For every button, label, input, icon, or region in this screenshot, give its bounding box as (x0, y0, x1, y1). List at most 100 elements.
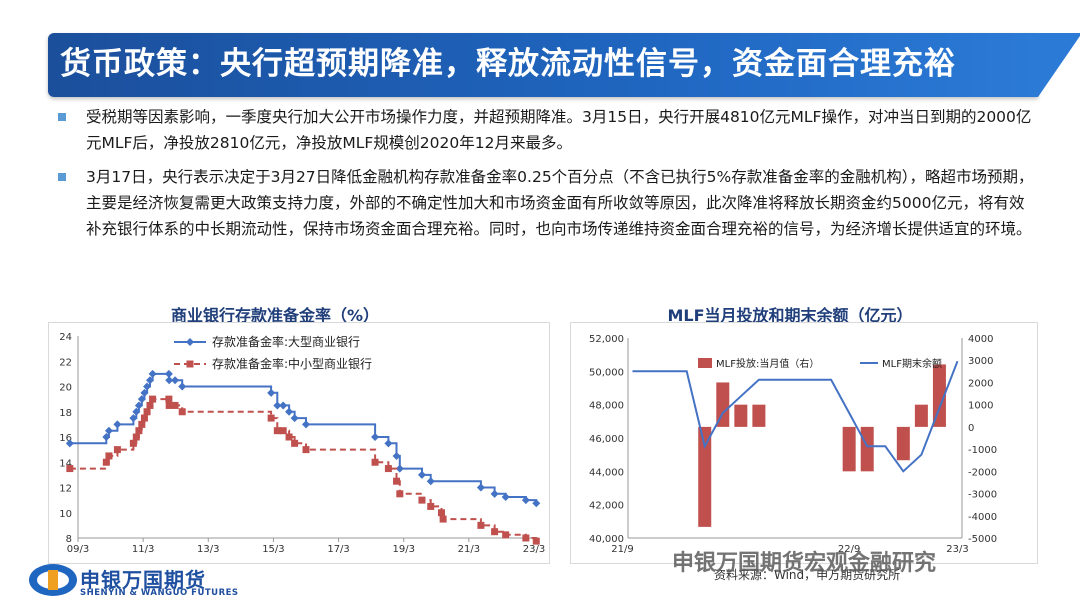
data-point-large-banks (267, 388, 276, 397)
data-point-large-banks (148, 369, 157, 378)
data-point-large-banks (113, 420, 122, 429)
series-line-mlf-balance (632, 360, 959, 473)
watermark-text: 申银万国期货宏观金融研究 (672, 551, 937, 576)
data-point-large-banks (521, 496, 530, 505)
bullet-marker-icon (58, 113, 66, 121)
data-point-small-banks (522, 534, 530, 542)
legend-marker-icon (186, 360, 194, 368)
data-point-large-banks (164, 369, 173, 378)
data-point-small-banks (427, 502, 435, 510)
right-y-tick-label: 0 (968, 423, 974, 434)
x-tick-label: 15/3 (262, 544, 284, 555)
data-point-large-banks (290, 414, 299, 423)
slide-title: 货币政策：央行超预期降准，释放流动性信号，资金面合理充裕 (60, 46, 956, 82)
x-tick-label: 17/3 (327, 544, 349, 555)
bar-mlf-monthly (914, 404, 928, 427)
bar-mlf-monthly (752, 404, 766, 427)
data-point-small-banks (143, 408, 151, 416)
data-point-large-banks (65, 439, 74, 448)
source-note: 资料来源：Wind，申万期货研究所 (714, 568, 901, 582)
data-point-large-banks (426, 477, 435, 486)
bullet-text: 受税期等因素影响，一季度央行加大公开市场操作力度，并超预期降准。3月15日，央行… (86, 108, 1032, 152)
legend-label: MLF期末余额 (882, 357, 942, 370)
data-point-small-banks (371, 458, 379, 466)
data-point-small-banks (135, 427, 143, 435)
data-point-small-banks (165, 395, 173, 403)
left-y-tick-label: 52,000 (589, 334, 624, 345)
right-y-tick-label: -4000 (968, 512, 997, 523)
right-y-tick-label: 1000 (968, 401, 993, 412)
x-tick-label: 13/3 (197, 544, 219, 555)
bullet-item: 受税期等因素影响，一季度央行加大公开市场操作力度，并超预期降准。3月15日，央行… (56, 104, 1036, 156)
legend-swatch-bar (698, 358, 712, 368)
title-banner (48, 33, 1080, 97)
data-point-small-banks (178, 408, 186, 416)
chart-title-mlf: MLF当月投放和期末余额（亿元） (667, 306, 913, 325)
data-point-large-banks (395, 464, 404, 473)
bar-mlf-monthly (698, 426, 712, 527)
y-tick-label: 10 (59, 509, 72, 520)
data-point-large-banks (102, 433, 111, 441)
right-y-tick-label: 2000 (968, 378, 993, 389)
legend-marker-icon (186, 338, 194, 346)
data-point-small-banks (149, 395, 157, 403)
data-point-large-banks (134, 401, 143, 410)
right-y-tick-label: 4000 (968, 334, 993, 345)
data-point-large-banks (476, 483, 485, 492)
left-y-tick-label: 48,000 (589, 401, 624, 412)
bar-mlf-monthly (842, 426, 856, 472)
data-point-small-banks (138, 420, 146, 428)
right-y-tick-label: -5000 (968, 534, 997, 545)
right-y-tick-label: 3000 (968, 356, 993, 367)
left-y-tick-label: 46,000 (589, 434, 624, 445)
legend-label: 存款准备金率:大型商业银行 (212, 334, 360, 349)
data-point-large-banks (132, 407, 141, 416)
top-margin (0, 0, 1080, 26)
data-point-small-banks (502, 531, 510, 539)
bar-mlf-monthly (716, 382, 730, 427)
data-point-small-banks (165, 401, 173, 409)
data-point-large-banks (417, 470, 426, 479)
data-point-small-banks (302, 446, 310, 454)
data-point-small-banks (113, 446, 121, 454)
data-point-small-banks (66, 465, 74, 473)
series-line-large-banks (69, 372, 538, 504)
bar-mlf-monthly (860, 426, 874, 472)
data-point-small-banks (102, 458, 110, 466)
y-tick-label: 20 (59, 383, 72, 394)
bullet-text: 3月17日，央行表示决定于3月27日降低金融机构存款准备金率0.25个百分点（不… (86, 168, 1034, 238)
x-tick-label: 11/3 (132, 544, 154, 555)
data-point-large-banks (273, 401, 282, 410)
data-point-small-banks (171, 401, 179, 409)
data-point-small-banks (477, 521, 485, 529)
data-point-large-banks (137, 395, 146, 404)
logo-text-en: SHENYIN & WANGUO FUTURES (80, 588, 239, 598)
data-point-small-banks (146, 401, 154, 409)
data-point-small-banks (393, 477, 401, 485)
data-point-large-banks (384, 439, 393, 448)
rrr-chart: 8 10 12 14 16 18 20 22 24 09/3 11/3 13/3 15/3 17/3 19/… (59, 332, 545, 555)
y-tick-label: 14 (59, 458, 72, 469)
data-point-large-banks (501, 492, 510, 501)
data-point-large-banks (392, 451, 401, 460)
data-point-large-banks (285, 407, 294, 416)
x-tick-label: 23/3 (523, 544, 545, 555)
data-point-small-banks (396, 490, 404, 498)
data-point-large-banks (279, 401, 288, 410)
data-point-large-banks (178, 382, 187, 391)
data-point-large-banks (171, 376, 180, 385)
chart-frame-mlf (570, 322, 1038, 564)
data-point-small-banks (439, 515, 447, 523)
company-logo-icon (29, 564, 77, 596)
data-point-small-banks (267, 414, 275, 422)
chart-title-rrr: 商业银行存款准备金率（%） (170, 306, 380, 325)
data-point-large-banks (371, 433, 380, 441)
data-point-small-banks (132, 433, 140, 441)
data-point-large-banks (490, 489, 499, 498)
logo-text-cn: 申银万国期货 (80, 568, 206, 592)
left-y-tick-label: 50,000 (589, 367, 624, 378)
data-point-large-banks (143, 382, 152, 391)
data-point-small-banks (384, 465, 392, 473)
mlf-chart: 40,000 42,000 44,000 46,000 48,000 50,000 52,0… (589, 334, 997, 555)
data-point-large-banks (532, 499, 541, 508)
